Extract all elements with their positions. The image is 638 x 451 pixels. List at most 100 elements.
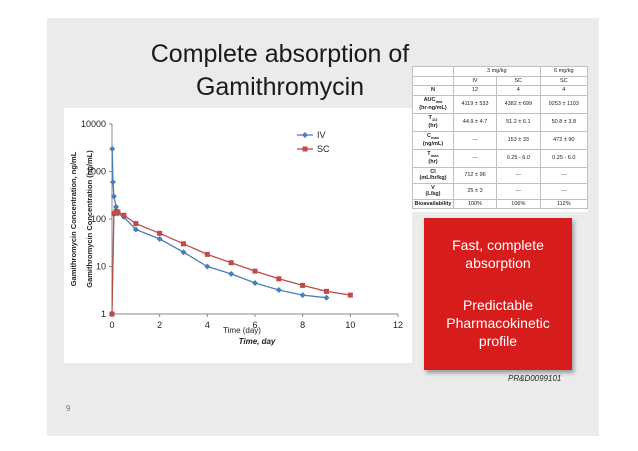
- table-header-row: 3 mg/kg 6 mg/kg: [412, 66, 589, 77]
- data-point-iv: [109, 179, 116, 186]
- table-cell: ---: [452, 130, 498, 150]
- data-point-sc: [109, 311, 115, 317]
- table-row: Bioavailability 100% 106% 112%: [412, 198, 589, 210]
- data-point-sc: [252, 268, 258, 274]
- legend-marker: [302, 146, 308, 152]
- data-point-iv: [299, 292, 306, 299]
- y-tick-label: 10: [96, 262, 106, 272]
- pk-chart-svg: 1 10 100 1000 10000 0 2 4 6 8 10 12 Time (day) Time, …: [69, 119, 403, 346]
- table-cell: 51.2 ± 6.1: [496, 112, 541, 132]
- table-cell: ---: [496, 166, 541, 184]
- series-line-iv: [111, 148, 327, 299]
- table-cell: ---: [539, 166, 589, 184]
- callout-box: Fast, complete absorption Predictable Ph…: [424, 218, 572, 370]
- table-row: T1/2 (hr) 44.9 ± 4.7 51.2 ± 6.1 50.8 ± 3.8: [412, 112, 589, 132]
- table-cell: 0.25 - 6.0: [539, 148, 589, 168]
- table-cell: 153 ± 33: [496, 130, 541, 150]
- table-cell: 50.8 ± 3.8: [539, 112, 589, 132]
- data-point-iv: [204, 263, 211, 270]
- x-tick-label: 0: [109, 320, 114, 330]
- table-cell: 9253 ± 1103: [539, 94, 589, 114]
- row-label-name: AUClast: [423, 96, 443, 104]
- y-tick-label: 1: [101, 309, 106, 319]
- table-cell: ---: [452, 148, 498, 168]
- data-point-iv: [228, 270, 235, 277]
- table-cell: 4: [496, 85, 541, 96]
- row-label: Bioavailability: [412, 198, 454, 210]
- row-label-unit: (hr-ng/mL): [419, 105, 447, 112]
- data-point-sc: [228, 260, 234, 266]
- reference-code: PR&D0099101: [508, 374, 562, 383]
- table-cell: 4382 ± 699: [496, 94, 541, 114]
- data-point-sc: [181, 241, 186, 247]
- page-number: 9: [66, 404, 71, 413]
- table-corner-cell: [412, 75, 454, 86]
- row-label-subscript: last: [435, 98, 443, 104]
- callout-paragraph-2: Predictable Pharmacokinetic profile: [424, 296, 572, 350]
- slide-title: Complete absorption of Gamithromycin: [150, 38, 410, 104]
- data-point-iv: [275, 287, 282, 294]
- row-label-unit: (ng/mL): [422, 141, 444, 148]
- table-cell: 712 ± 96: [452, 166, 498, 184]
- data-point-iv: [132, 226, 139, 233]
- row-label: Tmax (hr): [412, 148, 454, 168]
- legend-marker: [302, 132, 308, 138]
- pk-chart: 1 10 100 1000 10000 0 2 4 6 8 10 12 Time (day) Time, …: [64, 108, 412, 363]
- x-tick-label: 12: [393, 320, 403, 330]
- row-label-unit: (hr): [428, 123, 438, 130]
- row-label: Cl (mL/hr/kg): [412, 166, 454, 184]
- callout-line-2: absorption: [465, 255, 531, 271]
- table-cell: 112%: [539, 198, 589, 210]
- data-point-sc: [347, 292, 353, 298]
- table-cell: ---: [539, 182, 589, 200]
- legend-label: SC: [317, 144, 330, 154]
- route-header: IV: [452, 75, 498, 86]
- x-tick-label: 4: [205, 320, 210, 330]
- table-row: Cmax (ng/mL) --- 153 ± 33 472 ± 90: [412, 130, 589, 150]
- callout-paragraph-1: Fast, complete absorption: [424, 236, 572, 272]
- row-label-unit: (hr): [428, 159, 438, 166]
- data-point-sc: [121, 212, 127, 218]
- callout-line-4: Pharmacokinetic: [446, 315, 550, 331]
- table-cell: 4119 ± 533: [452, 94, 498, 114]
- y-tick-label: 100: [91, 214, 106, 224]
- data-point-sc: [133, 221, 139, 227]
- table-row: V (L/kg) 25 ± 3 --- ---: [412, 182, 589, 200]
- row-label-name: Tmax: [427, 150, 439, 158]
- data-point-sc: [276, 276, 282, 282]
- callout-line-3: Predictable: [462, 297, 534, 313]
- dose-header: 6 mg/kg: [539, 66, 589, 77]
- pk-table-container: 3 mg/kg 6 mg/kg IV SC SC N 12 4 4 AUClast (hr-ng/m…: [412, 66, 589, 212]
- data-point-sc: [204, 251, 210, 257]
- callout-line-1: Fast, complete: [452, 237, 544, 253]
- title-line-1: Complete absorption of: [150, 40, 410, 68]
- data-point-iv: [110, 193, 117, 200]
- row-label-name: V: [431, 184, 435, 191]
- route-header: SC: [496, 75, 541, 86]
- data-point-iv: [180, 249, 187, 256]
- table-cell: 100%: [452, 198, 498, 210]
- table-cell: 106%: [496, 198, 541, 210]
- legend-label: IV: [317, 130, 326, 140]
- x-tick-label: 2: [157, 320, 162, 330]
- table-cell: 4: [539, 85, 589, 96]
- row-label-name: Cmax: [427, 132, 439, 140]
- data-point-sc: [300, 282, 306, 288]
- x-axis-label-inner: Time (day): [223, 326, 261, 335]
- table-row: Tmax (hr) --- 0.25 - 6.0 0.25 - 6.0: [412, 148, 589, 168]
- row-label: T1/2 (hr): [412, 112, 454, 132]
- row-label-name: Bioavailability: [414, 200, 452, 207]
- data-point-sc: [157, 230, 163, 236]
- dose-header: 3 mg/kg: [453, 66, 541, 77]
- y-tick-label: 1000: [86, 167, 106, 177]
- row-label: V (L/kg): [412, 182, 454, 200]
- table-cell: 44.9 ± 4.7: [452, 112, 498, 132]
- data-point-sc: [324, 288, 329, 294]
- row-label-name: N: [431, 87, 435, 93]
- y-axis-label-outer: Gamithromycin Concentration, ng/mL: [69, 151, 78, 286]
- title-line-2: Gamithromycin: [195, 73, 365, 101]
- data-point-sc: [115, 209, 121, 215]
- y-axis-label-inner: Gamithromycin Concentration (ng/mL): [85, 150, 94, 288]
- row-label-subscript: max: [430, 152, 439, 158]
- row-label: AUClast (hr-ng/mL): [412, 94, 454, 114]
